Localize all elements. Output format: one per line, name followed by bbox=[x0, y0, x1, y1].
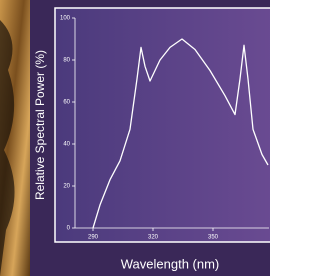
y-axis-label: Relative Spectral Power (%) bbox=[33, 50, 47, 200]
x-axis-label: Wavelength (nm) bbox=[121, 256, 220, 271]
x-tick-label: 290 bbox=[88, 235, 99, 241]
x-tick-label: 320 bbox=[148, 235, 159, 241]
y-tick-label: 40 bbox=[63, 142, 70, 148]
y-tick-label: 20 bbox=[63, 184, 70, 190]
x-tick-label: 350 bbox=[208, 235, 219, 241]
chart: Relative Spectral Power (%) Wavelength (… bbox=[0, 0, 270, 276]
plot-area bbox=[55, 8, 270, 242]
y-tick-label: 80 bbox=[63, 58, 70, 64]
y-tick-label: 60 bbox=[63, 100, 70, 106]
y-tick-label: 100 bbox=[60, 16, 71, 22]
